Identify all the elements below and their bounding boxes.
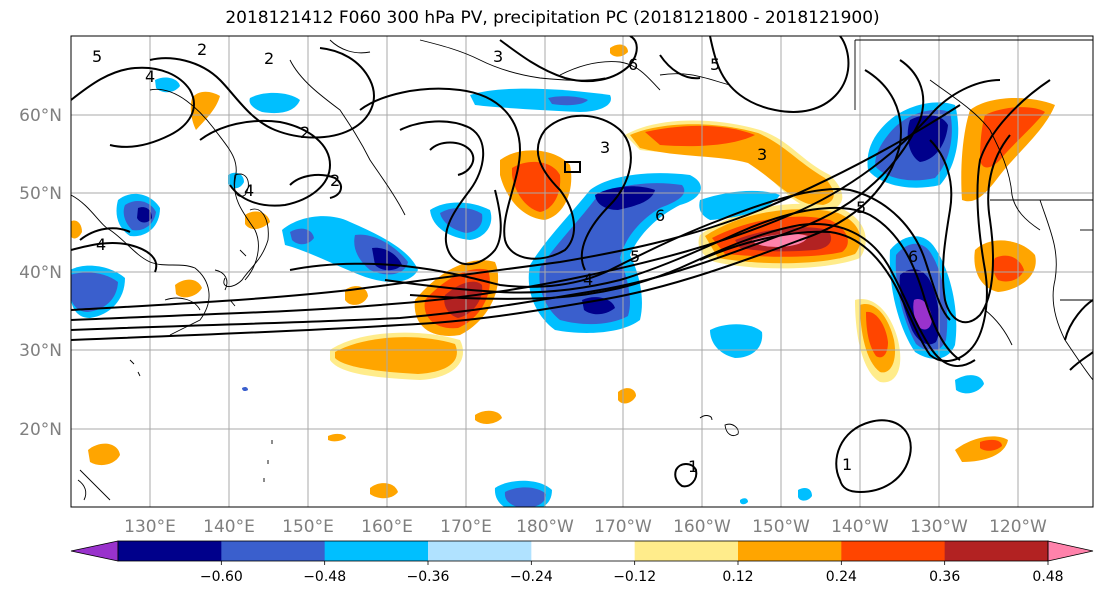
colorbar: −0.60 −0.48 −0.36 −0.24 −0.12 0.12 0.24 0.36 0.4… <box>70 540 1094 585</box>
colorbar-tick-label: 0.24 <box>826 569 857 585</box>
colorbar-tick-label: −0.12 <box>613 569 656 585</box>
contour-labels: 5 2 4 2 3 2 4 6 3 5 4 6 5 3 1 1 5 6 2 4 <box>92 40 918 476</box>
lon-label-150w: 150°W <box>752 517 810 537</box>
lon-label-180w: 180°W <box>516 517 574 537</box>
colorbar-tick-label: 0.12 <box>722 569 753 585</box>
colorbar-tick-label: −0.48 <box>303 569 346 585</box>
colorbar-extend-low <box>70 540 119 562</box>
lon-label-130w: 130°W <box>910 517 968 537</box>
colorbar-extend-high <box>1047 540 1094 562</box>
colorbar-bin <box>634 541 739 561</box>
lat-label-40n: 40°N <box>19 263 62 283</box>
lon-label-130e: 130°E <box>124 517 176 537</box>
contour-label: 3 <box>757 145 767 164</box>
lon-label-170e: 170°E <box>440 517 492 537</box>
lat-label-60n: 60°N <box>19 106 62 126</box>
colorbar-bin <box>324 541 429 561</box>
contour-label: 2 <box>264 49 274 68</box>
map-frame <box>70 35 1094 508</box>
colorbar-tick-label: −0.36 <box>407 569 450 585</box>
contour-label: 4 <box>244 181 254 200</box>
contour-label: 3 <box>493 47 503 66</box>
lon-label-170w: 170°W <box>594 517 652 537</box>
colorbar-outline <box>117 540 1049 562</box>
latitude-labels: 60°N 50°N 40°N 30°N 20°N <box>19 106 62 440</box>
lon-label-160e: 160°E <box>361 517 413 537</box>
contour-label: 4 <box>96 235 106 254</box>
contour-label: 3 <box>600 138 610 157</box>
lon-label-140w: 140°W <box>831 517 889 537</box>
contour-label: 6 <box>908 247 918 266</box>
contour-label: 4 <box>583 270 593 289</box>
lat-label-20n: 20°N <box>19 420 62 440</box>
colorbar-bin <box>118 541 222 561</box>
pv-contours <box>71 36 1093 494</box>
lon-label-140e: 140°E <box>203 517 255 537</box>
colorbar-tick-label: −0.24 <box>510 569 553 585</box>
contour-label: 4 <box>145 67 155 86</box>
colorbar-tick-label: −0.60 <box>200 569 243 585</box>
colorbar-bin <box>428 541 532 561</box>
lat-label-30n: 30°N <box>19 341 62 361</box>
lon-label-120w: 120°W <box>989 517 1047 537</box>
lon-label-150e: 150°E <box>282 517 334 537</box>
plot-title: 2018121412 F060 300 hPa PV, precipitatio… <box>225 8 880 28</box>
contour-label: 1 <box>842 455 852 474</box>
colorbar-bin <box>841 541 946 561</box>
colorbar-bin <box>944 541 1049 561</box>
contour-label: 2 <box>300 123 310 142</box>
contour-label: 5 <box>92 47 102 66</box>
colorbar-bin <box>738 541 842 561</box>
longitude-labels: 130°E 140°E 150°E 160°E 170°E 180°W 170°… <box>124 517 1047 537</box>
contour-label: 1 <box>688 457 698 476</box>
contour-label: 5 <box>710 55 720 74</box>
contour-label: 6 <box>655 206 665 225</box>
lon-label-160w: 160°W <box>673 517 731 537</box>
colorbar-bin <box>531 541 636 561</box>
contour-label: 6 <box>628 55 638 74</box>
colorbar-tick-label: 0.48 <box>1032 569 1063 585</box>
colorbar-bin <box>221 541 326 561</box>
contour-label: 5 <box>856 198 866 217</box>
lat-label-50n: 50°N <box>19 184 62 204</box>
contour-label: 2 <box>197 40 207 59</box>
colorbar-tick-label: 0.36 <box>929 569 960 585</box>
coastlines <box>71 39 1093 501</box>
contour-label: 5 <box>630 247 640 266</box>
contour-label: 2 <box>330 171 340 190</box>
